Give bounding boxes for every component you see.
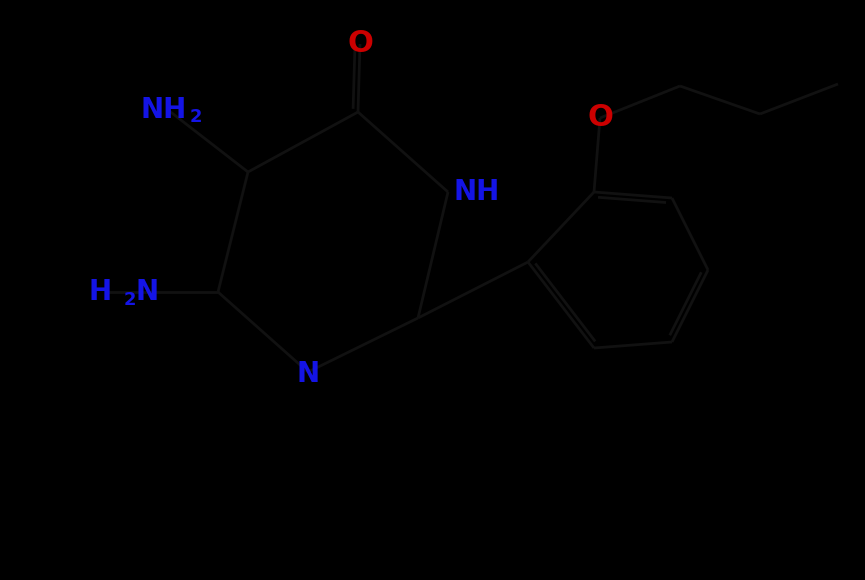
Text: NH: NH — [454, 178, 500, 206]
Text: O: O — [347, 30, 373, 59]
Text: N: N — [136, 278, 159, 306]
Text: N: N — [297, 360, 319, 388]
Text: H: H — [89, 278, 112, 306]
Text: O: O — [587, 103, 613, 132]
Text: 2: 2 — [190, 108, 202, 126]
Text: NH: NH — [141, 96, 187, 124]
Text: 2: 2 — [124, 291, 137, 309]
